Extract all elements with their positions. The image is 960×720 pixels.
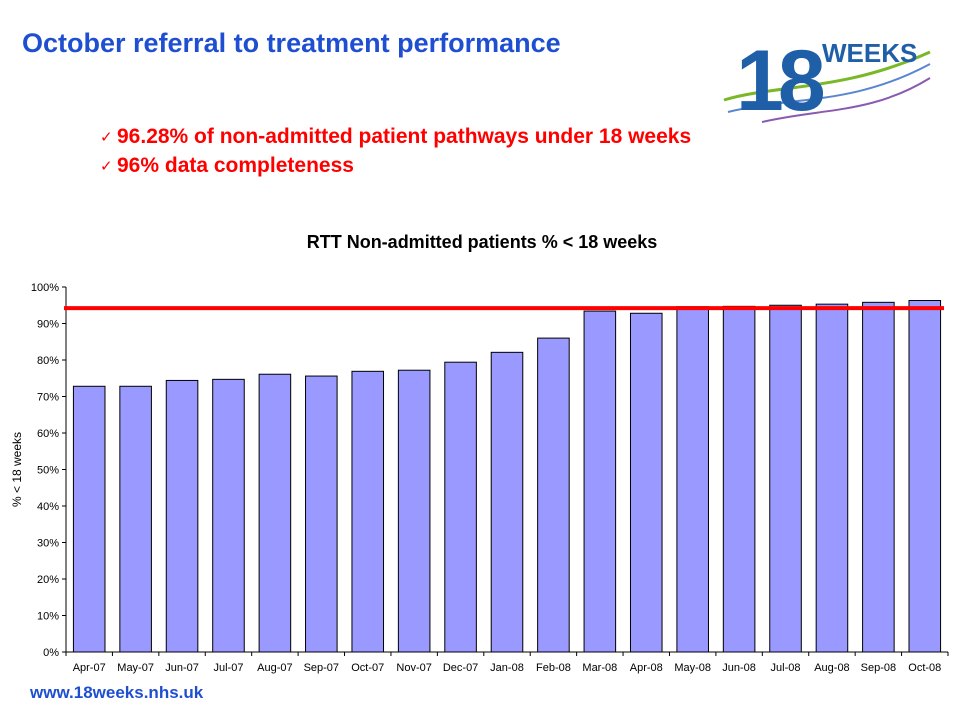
check-icon: ✓ — [100, 127, 113, 146]
x-axis: Apr-07 May-07 Jun-07 Jul-07 Aug-07 Sep-07 Oct-… — [65, 651, 949, 674]
x-tick-label: Sep-07 — [304, 662, 339, 674]
x-tick-label: Jul-08 — [771, 662, 801, 674]
bar — [908, 300, 942, 653]
y-tick-label: 10% — [37, 611, 59, 623]
bar — [351, 370, 385, 653]
bar — [72, 385, 106, 653]
check-icon: ✓ — [100, 156, 113, 175]
y-tick-label: 30% — [37, 538, 59, 550]
bullet-list: ✓ 96.28% of non-admitted patient pathway… — [100, 122, 691, 180]
bar-chart: RTT Non-admitted patients % < 18 weeks 0… — [10, 232, 949, 674]
y-tick-label: 70% — [37, 392, 59, 404]
page-title: October referral to treatment performanc… — [22, 28, 561, 58]
x-tick-label: Oct-08 — [908, 662, 941, 674]
y-tick-label: 60% — [37, 428, 59, 440]
bar — [629, 312, 663, 653]
logo-text: WEEKS — [822, 38, 917, 68]
bar — [119, 385, 152, 653]
bar — [305, 375, 338, 653]
bars — [64, 300, 944, 653]
bar — [676, 306, 709, 653]
x-tick-label: May-07 — [117, 662, 154, 674]
y-tick-label: 80% — [37, 355, 59, 367]
bar — [212, 378, 245, 653]
bar — [165, 379, 199, 653]
y-tick-label: 40% — [37, 501, 59, 513]
bar — [397, 369, 431, 653]
bullet-item: ✓ 96% data completeness — [100, 151, 691, 180]
y-tick-label: 100% — [31, 282, 59, 294]
bar — [815, 303, 849, 653]
bar — [769, 304, 802, 653]
bar — [258, 373, 292, 653]
18-weeks-logo: 18 WEEKS — [723, 33, 931, 129]
bullet-text: 96% data completeness — [117, 153, 354, 177]
x-tick-label: Apr-08 — [630, 662, 663, 674]
logo-number: 18 — [736, 33, 824, 129]
bar — [490, 351, 524, 653]
bar — [722, 305, 756, 653]
x-tick-label: Jan-08 — [490, 662, 524, 674]
x-tick-label: Apr-07 — [73, 662, 106, 674]
y-tick-label: 20% — [37, 574, 59, 586]
y-axis-label: % < 18 weeks — [10, 432, 24, 507]
y-axis: 0% 10% 20% 30% 40% 50% 60% 70% 80% 90% 100% — [31, 282, 67, 659]
y-tick-label: 50% — [37, 465, 59, 477]
x-tick-label: Oct-07 — [351, 662, 384, 674]
x-tick-label: Aug-08 — [814, 662, 849, 674]
x-tick-label: Mar-08 — [582, 662, 617, 674]
chart-title: RTT Non-admitted patients % < 18 weeks — [307, 232, 658, 252]
x-tick-label: Jun-07 — [165, 662, 199, 674]
bullet-item: ✓ 96.28% of non-admitted patient pathway… — [100, 122, 691, 151]
x-tick-label: Dec-07 — [443, 662, 478, 674]
bar — [444, 361, 477, 653]
footer-url[interactable]: www.18weeks.nhs.uk — [30, 683, 204, 702]
bar — [537, 337, 570, 653]
logo-swoosh-purple — [761, 77, 931, 123]
y-tick-label: 0% — [43, 647, 59, 659]
x-tick-label: Jul-07 — [213, 662, 243, 674]
bar — [583, 310, 617, 653]
logo-swoosh-blue — [727, 63, 931, 113]
y-tick-label: 90% — [37, 319, 59, 331]
x-tick-label: Feb-08 — [536, 662, 571, 674]
bar — [862, 301, 895, 653]
x-tick-label: Sep-08 — [861, 662, 896, 674]
x-tick-label: Aug-07 — [257, 662, 292, 674]
x-tick-label: May-08 — [674, 662, 711, 674]
x-tick-label: Nov-07 — [396, 662, 431, 674]
logo-swoosh-green — [723, 50, 931, 102]
x-tick-label: Jun-08 — [722, 662, 756, 674]
bullet-text: 96.28% of non-admitted patient pathways … — [117, 124, 692, 148]
